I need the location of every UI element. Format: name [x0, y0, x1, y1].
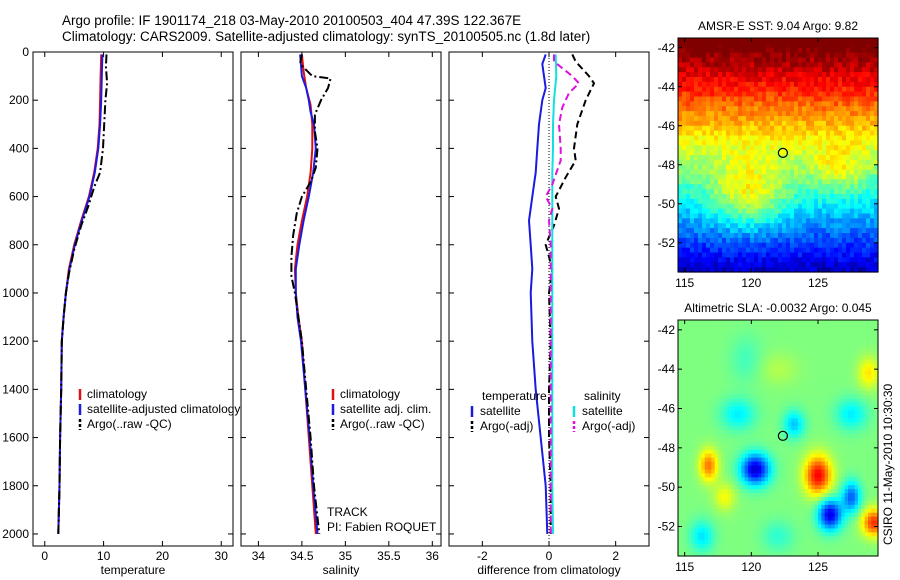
x-tick-label: 35.5: [377, 549, 401, 563]
legend-label: satellite: [480, 404, 521, 418]
y-tick-label: 0: [22, 45, 29, 59]
y-tick-label: 600: [9, 190, 29, 204]
x-tick-label: 2: [612, 549, 619, 563]
y-tick-label: -46: [658, 119, 676, 133]
y-tick-label: -52: [658, 520, 676, 534]
y-tick-label: 200: [9, 93, 29, 107]
argo-location-marker: [777, 430, 788, 441]
y-tick-label: 2000: [2, 527, 29, 541]
y-tick-label: 1400: [2, 382, 29, 396]
x-tick-label: 125: [808, 276, 828, 290]
x-tick-label: 10: [97, 549, 111, 563]
x-tick-label: -2: [477, 549, 488, 563]
y-tick-label: 1200: [2, 334, 29, 348]
legend-label: Argo(-adj): [480, 419, 533, 433]
side-caption: CSIRO 11-May-2010 10:30:30: [881, 383, 895, 545]
x-tick-label: 35: [339, 549, 353, 563]
axes-frame: [32, 51, 234, 547]
series-line-2: [294, 54, 319, 535]
y-tick-label: -44: [658, 80, 676, 94]
y-tick-label: -48: [658, 441, 676, 455]
map-title: Altimetric SLA: -0.0032 Argo: 0.045: [684, 301, 872, 315]
axes-frame: [240, 51, 442, 547]
y-tick-label: -48: [658, 158, 676, 172]
x-axis-label: salinity: [323, 563, 360, 577]
annotation-track: TRACK: [327, 505, 368, 519]
x-tick-label: 0: [41, 549, 48, 563]
y-tick-label: -52: [658, 236, 676, 250]
x-tick-label: 125: [808, 560, 828, 574]
y-tick-label: 1600: [2, 431, 29, 445]
x-axis-label: temperature: [101, 563, 166, 577]
map-title: AMSR-E SST: 9.04 Argo: 9.82: [698, 19, 858, 33]
legend-label: satellite: [582, 404, 623, 418]
y-tick-label: -50: [658, 480, 676, 494]
legend-label: Argo(-adj): [582, 419, 635, 433]
series-line-1: [57, 54, 103, 535]
series-line-2: [544, 53, 596, 534]
legend-label: Argo(..raw -QC): [340, 417, 425, 431]
y-tick-label: -46: [658, 402, 676, 416]
y-tick-label: 1000: [2, 286, 29, 300]
x-tick-label: 34.5: [290, 549, 314, 563]
profile-panel-1: 0 10 20 30 temperature 0 200 400 600 800 1000 1200 1…: [2, 45, 240, 577]
figure-title-line1: Argo profile: IF 1901174_218 03-May-2010…: [62, 13, 522, 28]
sst-map-panel: AMSR-E SST: 9.04 Argo: 9.82 115 120 125 -42 -…: [658, 19, 879, 290]
y-tick-label: 400: [9, 141, 29, 155]
legend-label: satellite adj. clim.: [340, 402, 431, 416]
y-tick-label: -50: [658, 197, 676, 211]
legend-label: climatology: [87, 387, 147, 401]
map-frame: [677, 319, 879, 557]
x-tick-label: 115: [675, 276, 694, 290]
x-tick-label: 30: [215, 549, 229, 563]
y-tick-label: -44: [658, 362, 676, 376]
legend-title-salinity: salinity: [584, 389, 621, 403]
annotation-pi: PI: Fabien ROQUET: [327, 520, 437, 534]
series-line-4: [544, 54, 581, 534]
x-tick-label: 20: [156, 549, 170, 563]
x-axis-label: difference from climatology: [477, 563, 620, 577]
y-tick-label: -42: [658, 323, 676, 337]
legend-label: climatology: [340, 387, 400, 401]
x-tick-label: 120: [741, 560, 761, 574]
series-line-3: [551, 54, 558, 535]
x-tick-label: 115: [675, 560, 694, 574]
legend-title-temperature: temperature: [482, 389, 547, 403]
series-line-1: [527, 54, 549, 535]
legend-label: Argo(..raw -QC): [87, 417, 172, 431]
y-tick-label: 800: [9, 238, 29, 252]
y-tick-label: -42: [658, 41, 676, 55]
y-tick-label: 1800: [2, 479, 29, 493]
figure-title-line2: Climatology: CARS2009. Satellite-adjuste…: [62, 29, 591, 44]
series-line-3: [290, 54, 332, 535]
map-image: [678, 38, 879, 273]
map-frame: [677, 37, 879, 273]
map-image: [678, 320, 879, 557]
x-tick-label: 34: [252, 549, 266, 563]
x-tick-label: 36: [426, 549, 440, 563]
x-tick-label: 0: [546, 549, 553, 563]
argo-location-marker: [777, 147, 788, 158]
series-line-3: [57, 54, 109, 535]
sla-map-panel: Altimetric SLA: -0.0032 Argo: 0.045 115 12…: [658, 301, 879, 574]
x-tick-label: 120: [741, 276, 761, 290]
legend-label: satellite-adjusted climatology: [87, 402, 240, 416]
profile-panel-2: 34 34.5 35 35.5 36 salinity climatologysatelli…: [240, 51, 442, 577]
